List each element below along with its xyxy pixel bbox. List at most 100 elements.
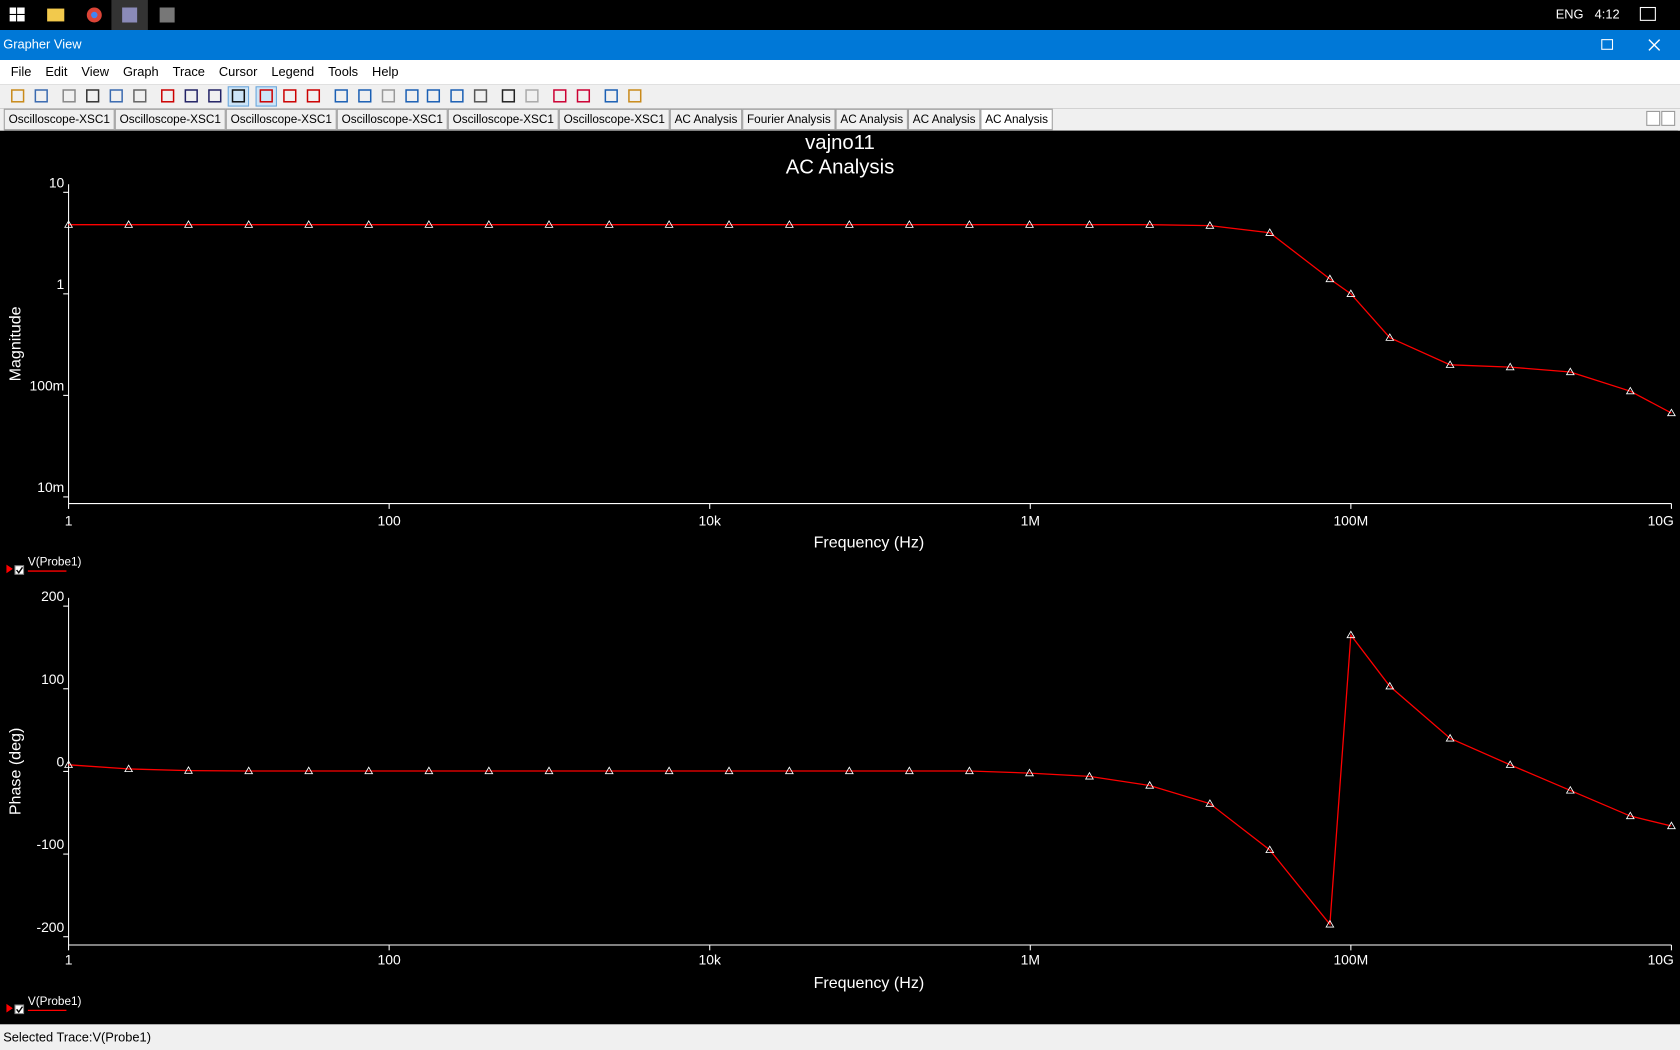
- toolbar-icon[interactable]: [11, 89, 25, 103]
- data-point: [1625, 386, 1635, 395]
- data-point: [484, 766, 494, 775]
- tab[interactable]: [835, 108, 908, 131]
- menu-item[interactable]: Graph: [123, 64, 159, 79]
- tab-label[interactable]: Oscilloscope-XSC1: [564, 113, 665, 126]
- language[interactable]: ENG: [1556, 6, 1584, 21]
- data-point: [124, 764, 134, 773]
- toolbar-icon[interactable]: [553, 89, 567, 103]
- x-tick-label: 10G: [1648, 952, 1674, 968]
- chrome-icon-center: [91, 11, 98, 19]
- legend-checkbox[interactable]: [14, 1004, 25, 1015]
- legend-label[interactable]: V(Probe1): [28, 556, 82, 569]
- tab[interactable]: [336, 108, 448, 131]
- x-tick-label: 1: [65, 952, 73, 968]
- data-point: [1025, 220, 1035, 228]
- data-point: [1565, 785, 1575, 794]
- data-point: [604, 220, 614, 228]
- x-tick-label: 10k: [699, 952, 721, 968]
- y-tick-label: 10m: [37, 479, 64, 495]
- data-point: [183, 766, 193, 774]
- data-point: [724, 766, 734, 775]
- notifications[interactable]: [1639, 6, 1656, 21]
- app-icon[interactable]: [159, 7, 175, 23]
- tab-label[interactable]: AC Analysis: [675, 113, 738, 126]
- menu-item[interactable]: Tools: [328, 64, 358, 79]
- tab[interactable]: [225, 108, 337, 131]
- status-bar: [0, 1024, 1680, 1050]
- toolbar-icon[interactable]: [161, 89, 175, 103]
- x-tick-label: 1: [65, 512, 73, 528]
- menu-item[interactable]: Edit: [45, 64, 68, 79]
- toolbar-icon[interactable]: [231, 89, 246, 103]
- data-point: [544, 220, 554, 228]
- toolbar-icon[interactable]: [604, 89, 618, 103]
- tab-label[interactable]: Oscilloscope-XSC1: [120, 113, 221, 126]
- data-point: [1385, 681, 1395, 690]
- tab-label[interactable]: Oscilloscope-XSC1: [453, 113, 554, 126]
- toolbar-icon[interactable]: [306, 89, 321, 103]
- menu-item[interactable]: Help: [372, 64, 398, 79]
- data-point: [844, 766, 854, 775]
- data-point: [244, 766, 254, 775]
- data-point: [364, 766, 374, 775]
- tab-label[interactable]: Oscilloscope-XSC1: [9, 113, 110, 126]
- toolbar-icon[interactable]: [133, 89, 147, 103]
- tab-active[interactable]: [980, 108, 1053, 131]
- data-point: [1145, 780, 1155, 789]
- toolbar-icon[interactable]: [628, 89, 642, 103]
- toolbar-icon[interactable]: [525, 89, 539, 103]
- data-point: [1505, 760, 1515, 768]
- data-point: [1205, 799, 1215, 807]
- toolbar-icon[interactable]: [405, 89, 419, 103]
- tab-label[interactable]: Oscilloscope-XSC1: [231, 113, 332, 126]
- toolbar-icon[interactable]: [381, 89, 396, 103]
- tab[interactable]: [907, 108, 981, 131]
- tab-scroll-left[interactable]: [1646, 110, 1661, 126]
- data-point: [664, 220, 674, 228]
- menu-item[interactable]: Cursor: [219, 64, 258, 79]
- legend-label[interactable]: V(Probe1): [28, 995, 82, 1008]
- tab-label[interactable]: AC Analysis: [985, 113, 1048, 126]
- tab[interactable]: [3, 108, 115, 131]
- tab[interactable]: [114, 108, 226, 131]
- legend-checkbox[interactable]: [14, 565, 25, 575]
- toolbar-icon[interactable]: [501, 89, 516, 103]
- tab[interactable]: [742, 108, 836, 131]
- toolbar-icon[interactable]: [34, 89, 48, 103]
- toolbar-icon[interactable]: [109, 89, 123, 103]
- toolbar-icon[interactable]: [86, 89, 100, 103]
- toolbar-icon[interactable]: [184, 89, 198, 103]
- toolbar-icon[interactable]: [450, 89, 464, 103]
- tab[interactable]: [558, 108, 670, 131]
- tab-label[interactable]: AC Analysis: [840, 113, 903, 126]
- tab[interactable]: [669, 108, 743, 131]
- data-point: [1265, 228, 1275, 236]
- data-point: [304, 220, 314, 228]
- tab-label[interactable]: AC Analysis: [913, 113, 976, 126]
- toolbar-icon[interactable]: [283, 89, 297, 103]
- toolbar-icon[interactable]: [358, 89, 372, 103]
- tab-label[interactable]: Fourier Analysis: [747, 113, 831, 126]
- toolbar-icon[interactable]: [576, 89, 591, 103]
- menu-item[interactable]: Trace: [173, 64, 205, 79]
- y-axis-label: Magnitude: [6, 306, 24, 381]
- toolbar-icon[interactable]: [62, 89, 76, 103]
- menu-item[interactable]: File: [11, 64, 32, 79]
- toolbar-icon[interactable]: [473, 89, 488, 103]
- close-button[interactable]: [1648, 39, 1661, 51]
- restore-button[interactable]: [1601, 39, 1614, 50]
- menu-item[interactable]: Legend: [271, 64, 314, 79]
- toolbar-icon[interactable]: [426, 89, 441, 103]
- toolbar-icon[interactable]: [208, 89, 222, 103]
- explorer-icon[interactable]: [47, 8, 65, 22]
- tab-scroll-right[interactable]: [1661, 110, 1676, 126]
- toolbar-icon[interactable]: [259, 89, 273, 103]
- start-button[interactable]: [9, 7, 25, 22]
- tab[interactable]: [447, 108, 559, 131]
- clock[interactable]: 4:12: [1595, 6, 1620, 21]
- menu-item[interactable]: View: [81, 64, 109, 79]
- data-point: [244, 220, 254, 228]
- toolbar-icon[interactable]: [334, 89, 348, 103]
- toolbar: [0, 84, 1680, 109]
- tab-label[interactable]: Oscilloscope-XSC1: [342, 113, 443, 126]
